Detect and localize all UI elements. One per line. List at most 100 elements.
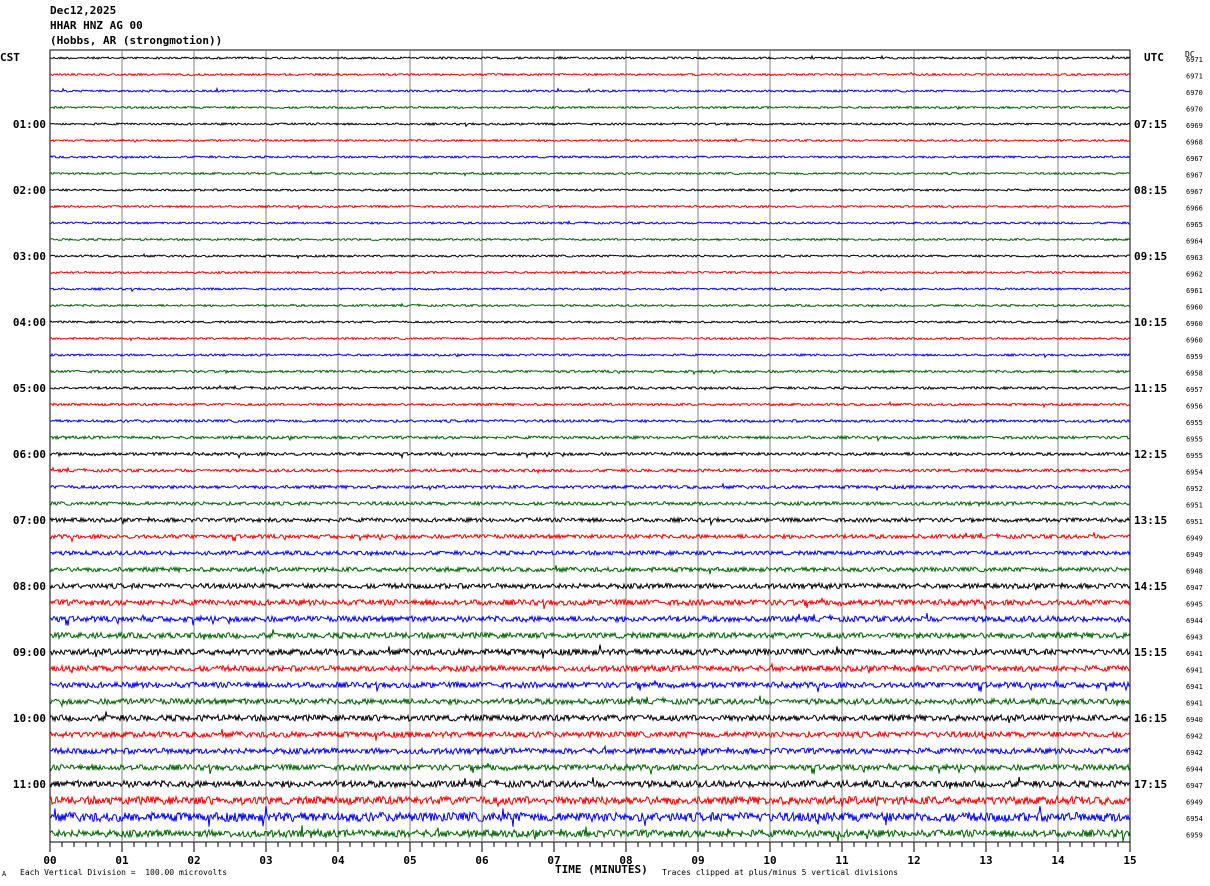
dc-offset-label: 6955 xyxy=(1186,436,1203,444)
x-tick-label: 11 xyxy=(835,854,849,867)
trace-line xyxy=(49,286,1131,293)
dc-offset-label: 6949 xyxy=(1186,535,1203,543)
scale-note: Each Vertical Division = 100.00 microvol… xyxy=(20,868,228,877)
dc-offset-label: 6969 xyxy=(1186,122,1203,130)
dc-offset-label: 6967 xyxy=(1186,155,1203,163)
trace-line xyxy=(49,549,1131,557)
trace-line xyxy=(49,679,1131,692)
trace-line xyxy=(49,532,1131,544)
dc-offset-label: 6959 xyxy=(1186,832,1203,840)
right-hour-label: 09:15 xyxy=(1134,250,1167,263)
trace-line xyxy=(49,434,1131,443)
trace-line xyxy=(49,629,1131,641)
left-hour-label: 11:00 xyxy=(13,778,46,791)
dc-offset-label: 6956 xyxy=(1186,403,1203,411)
left-hour-label: 01:00 xyxy=(13,118,46,131)
right-hour-label: 11:15 xyxy=(1134,382,1167,395)
trace-line xyxy=(49,237,1131,242)
dc-offset-label: 6958 xyxy=(1186,370,1203,378)
trace-line xyxy=(49,597,1131,610)
trace-line xyxy=(49,644,1131,659)
trace-line xyxy=(49,220,1131,226)
clip-note: Traces clipped at plus/minus 5 vertical … xyxy=(662,868,899,877)
trace-line xyxy=(49,154,1131,160)
dc-offset-label: 6970 xyxy=(1186,106,1203,114)
trace-line xyxy=(49,482,1131,491)
minute-gridlines xyxy=(121,50,1059,842)
trace-line xyxy=(49,86,1131,93)
dc-offset-label: 6955 xyxy=(1186,419,1203,427)
dc-offset-label: 6941 xyxy=(1186,650,1203,658)
x-tick-label: 14 xyxy=(1051,854,1065,867)
left-hour-label: 02:00 xyxy=(13,184,46,197)
dc-offset-label: 6942 xyxy=(1186,733,1203,741)
left-hour-label: 07:00 xyxy=(13,514,46,527)
dc-offset-label: 6952 xyxy=(1186,485,1203,493)
dc-offset-label: 6940 xyxy=(1186,716,1203,724)
trace-line xyxy=(50,137,1131,143)
dc-offset-label: 6944 xyxy=(1186,766,1203,774)
dc-offset-label: 6960 xyxy=(1186,304,1203,312)
trace-line xyxy=(49,369,1131,376)
right-hour-label: 15:15 xyxy=(1134,646,1167,659)
x-tick-label: 03 xyxy=(259,854,272,867)
dc-offset-label: 6947 xyxy=(1186,584,1203,592)
trace-line xyxy=(49,451,1131,460)
right-hour-label: 14:15 xyxy=(1134,580,1167,593)
trace-line xyxy=(49,204,1131,210)
left-hour-label: 08:00 xyxy=(13,580,46,593)
trace-line xyxy=(49,695,1131,708)
trace-line xyxy=(49,187,1131,193)
dc-offset-label: 6954 xyxy=(1186,815,1203,823)
trace-line xyxy=(49,762,1131,775)
header-date: Dec12,2025 xyxy=(50,4,117,17)
trace-line xyxy=(49,71,1131,77)
trace-line xyxy=(49,400,1131,409)
header-location: (Hobbs, AR (strongmotion)) xyxy=(50,34,223,47)
dc-offset-labels: 6971 6971 6970 6970 6969 6968 6967 6967 6967 6966… xyxy=(1186,56,1203,840)
trace-line xyxy=(49,794,1131,808)
trace-line xyxy=(49,805,1131,827)
left-hour-label: 04:00 xyxy=(13,316,46,329)
trace-line xyxy=(49,661,1131,674)
trace-line xyxy=(49,121,1131,128)
left-hour-label: 09:00 xyxy=(13,646,46,659)
x-tick-label: 07 xyxy=(547,854,560,867)
dc-offset-label: 6967 xyxy=(1186,188,1203,196)
dc-offset-label: 6949 xyxy=(1186,799,1203,807)
dc-header-label: DC xyxy=(1185,50,1195,59)
dc-offset-label: 6959 xyxy=(1186,353,1203,361)
trace-line xyxy=(49,500,1131,508)
right-hour-label: 16:15 xyxy=(1134,712,1167,725)
x-tick-label: 08 xyxy=(619,854,632,867)
dc-offset-label: 6951 xyxy=(1186,518,1203,526)
trace-line xyxy=(49,744,1131,756)
trace-line xyxy=(49,711,1131,724)
dc-offset-label: 6960 xyxy=(1186,337,1203,345)
dc-offset-label: 6955 xyxy=(1186,452,1203,460)
trace-line xyxy=(49,466,1131,475)
dc-offset-label: 6964 xyxy=(1186,238,1203,246)
trace-line xyxy=(49,729,1131,741)
dc-offset-label: 6943 xyxy=(1186,634,1203,642)
left-timezone-label: CST xyxy=(0,51,20,64)
logo-mark: A xyxy=(2,870,7,878)
dc-offset-label: 6941 xyxy=(1186,700,1203,708)
x-tick-label: 15 xyxy=(1123,854,1136,867)
x-tick-label: 04 xyxy=(331,854,345,867)
dc-offset-label: 6960 xyxy=(1186,320,1203,328)
dc-offset-label: 6971 xyxy=(1186,56,1203,64)
right-hour-label: 13:15 xyxy=(1134,514,1167,527)
dc-offset-label: 6951 xyxy=(1186,502,1203,510)
trace-line xyxy=(49,170,1131,177)
trace-line xyxy=(49,776,1131,790)
dc-offset-label: 6963 xyxy=(1186,254,1203,262)
trace-line xyxy=(49,336,1131,342)
trace-lines xyxy=(49,54,1131,842)
trace-line xyxy=(49,613,1131,626)
right-hour-label: 07:15 xyxy=(1134,118,1167,131)
dc-offset-label: 6957 xyxy=(1186,386,1203,394)
right-timezone-label: UTC xyxy=(1144,51,1164,64)
dc-offset-label: 6962 xyxy=(1186,271,1203,279)
